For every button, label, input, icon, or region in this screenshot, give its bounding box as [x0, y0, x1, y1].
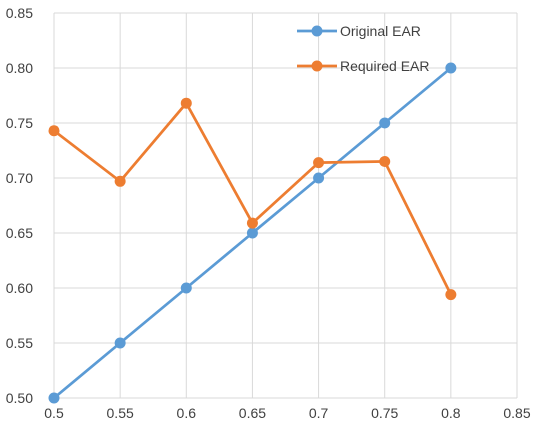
x-tick-label: 0.55 [107, 405, 134, 421]
x-tick-label: 0.5 [44, 405, 64, 421]
series [48, 62, 457, 404]
data-point [379, 156, 391, 167]
data-point [48, 125, 60, 137]
legend-swatch-marker [311, 60, 323, 72]
x-tick-label: 0.6 [177, 405, 197, 421]
x-tick-label: 0.75 [371, 405, 398, 421]
legend-label: Required EAR [340, 58, 430, 74]
data-point [313, 172, 325, 184]
data-point [180, 97, 192, 109]
legend: Original EAR Required EAR [297, 23, 430, 74]
data-point [313, 157, 325, 169]
data-point [114, 337, 126, 349]
legend-swatch-marker [311, 25, 323, 37]
data-point [48, 392, 60, 404]
y-tick-label: 0.75 [6, 115, 33, 131]
x-tick-label: 0.7 [309, 405, 329, 421]
data-point [445, 62, 457, 74]
data-point [246, 217, 258, 229]
data-point [379, 117, 391, 129]
y-tick-label: 0.60 [6, 280, 33, 296]
data-point [246, 227, 258, 239]
y-tick-label: 0.70 [6, 170, 33, 186]
y-tick-label: 0.50 [6, 390, 33, 406]
x-tick-label: 0.85 [503, 405, 530, 421]
y-tick-label: 0.85 [6, 5, 33, 21]
legend-label: Original EAR [340, 23, 421, 39]
y-tick-label: 0.65 [6, 225, 33, 241]
y-tick-label: 0.80 [6, 60, 33, 76]
y-tick-label: 0.55 [6, 335, 33, 351]
gridlines [53, 12, 518, 399]
x-tick-label: 0.8 [441, 405, 461, 421]
data-point [180, 282, 192, 294]
axis-labels: 0.5 0.55 0.6 0.65 0.7 0.75 0.8 0.85 0.50 0.55 0.60… [6, 5, 531, 421]
data-point [114, 175, 126, 187]
data-point [445, 289, 457, 301]
x-tick-label: 0.65 [239, 405, 266, 421]
